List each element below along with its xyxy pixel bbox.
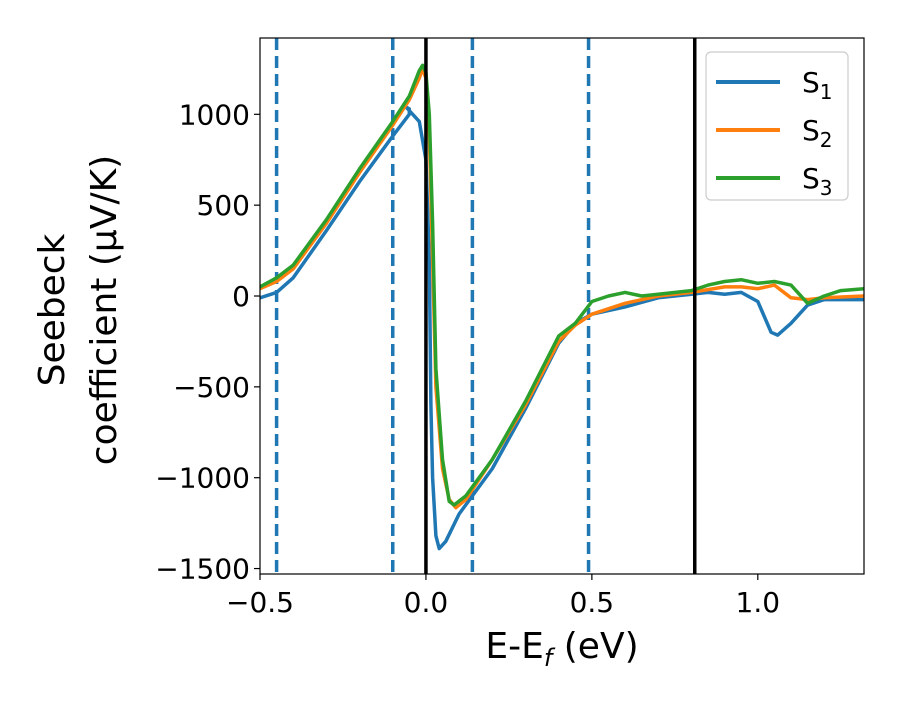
x-axis-title: E-Ef (eV)	[485, 626, 638, 672]
legend-box	[705, 51, 849, 201]
y-tick-label: −1000	[155, 462, 250, 495]
x-tick-label: 0.0	[404, 586, 449, 619]
y-axis-title-line2: coefficient (μV/K)	[84, 155, 125, 465]
legend-label-S1: S1	[802, 66, 833, 104]
series-line-S2	[260, 67, 864, 510]
y-axis: −1500 −1000 −500 0 500 1000	[155, 98, 260, 586]
x-axis: −0.5 0.0 0.5 1.0	[226, 574, 780, 619]
series-line-S1	[260, 105, 864, 551]
legend-label-S2: S2	[802, 114, 833, 152]
x-tick-label: 0.5	[570, 586, 615, 619]
y-tick-label: 500	[197, 189, 250, 222]
y-tick-label: 1000	[179, 98, 250, 131]
y-tick-label: −1500	[155, 553, 250, 586]
series-layer	[260, 63, 864, 551]
y-tick-label: 0	[232, 280, 250, 313]
x-tick-label: 1.0	[736, 586, 781, 619]
y-axis-title-line1: Seebeck	[32, 233, 73, 386]
legend-label-S3: S3	[802, 162, 833, 200]
legend: S1 S2 S3	[705, 51, 849, 201]
plot-frame	[259, 37, 865, 575]
y-tick-label: −500	[173, 371, 250, 404]
series-line-S3	[260, 63, 864, 507]
x-tick-label: −0.5	[226, 586, 294, 619]
y-axis-title: Seebeck coefficient (μV/K)	[32, 155, 125, 465]
